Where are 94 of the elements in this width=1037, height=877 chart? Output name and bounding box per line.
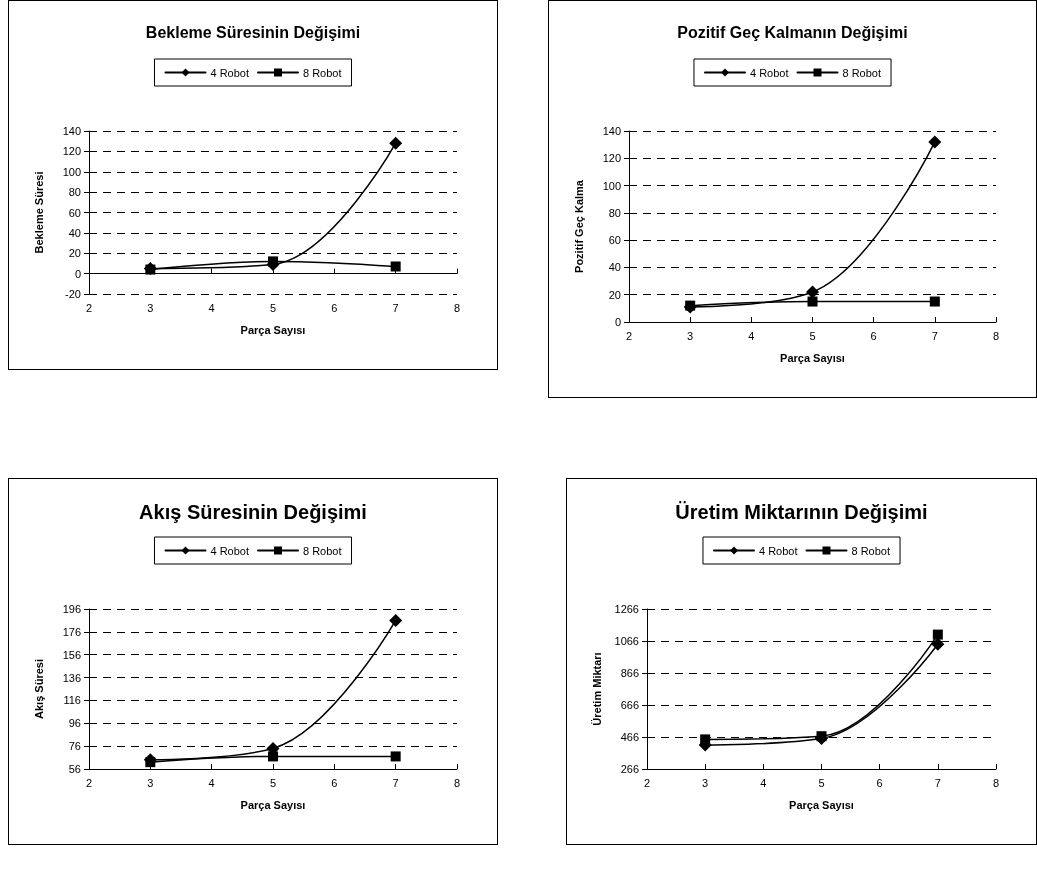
legend-label: 8 Robot: [303, 66, 342, 79]
x-tick-label: 8: [992, 776, 1000, 789]
x-tick-label: 2: [625, 329, 633, 342]
legend-label: 8 Robot: [842, 66, 882, 79]
point: [932, 629, 943, 640]
y-tick-label: 20: [608, 288, 621, 301]
y-tick-label: 120: [602, 152, 621, 165]
y-tick-label: 76: [68, 740, 81, 753]
x-tick-label: 4: [760, 776, 767, 789]
y-tick-label: 40: [608, 261, 621, 274]
point: [807, 296, 818, 307]
x-tick-label: 8: [453, 776, 461, 789]
y-tick-label: 60: [608, 234, 621, 247]
point: [928, 135, 942, 149]
y-tick-label: 40: [68, 226, 81, 239]
point: [390, 751, 401, 762]
chart-title: Akış Süresinin Değişimi: [139, 501, 367, 523]
x-tick-label: 4: [748, 329, 755, 342]
x-tick-label: 5: [269, 776, 277, 789]
x-tick-label: 5: [818, 776, 825, 789]
x-tick-label: 3: [147, 301, 154, 314]
legend-label: 4 Robot: [210, 544, 249, 557]
y-tick-label: 196: [62, 603, 81, 615]
x-tick-label: 6: [331, 776, 338, 789]
y-axis-title: Üretim Miktarı: [590, 652, 603, 726]
y-tick-label: 140: [62, 125, 81, 137]
y-tick-label: 80: [608, 206, 621, 219]
point: [806, 285, 819, 299]
y-tick-label: 100: [602, 179, 621, 192]
point: [268, 256, 278, 267]
y-tick-label: 116: [63, 694, 81, 707]
y-tick-label: 156: [62, 648, 81, 661]
x-tick-label: 7: [931, 329, 938, 342]
x-tick-label: 8: [992, 329, 1000, 342]
y-tick-label: 100: [62, 165, 81, 178]
y-tick-label: 20: [68, 247, 81, 260]
y-tick-label: 60: [68, 206, 81, 219]
y-axis-title: Akış Süresi: [32, 659, 45, 719]
x-tick-label: 7: [392, 301, 399, 314]
legend-label: 4 Robot: [758, 544, 798, 557]
y-tick-label: 140: [602, 125, 621, 137]
x-tick-label: 2: [643, 776, 651, 789]
x-tick-label: 8: [453, 301, 461, 314]
point: [389, 136, 403, 150]
point: [929, 296, 940, 307]
y-tick-label: 0: [614, 316, 621, 328]
y-axis-title: Bekleme Süresi: [32, 171, 45, 254]
x-tick-label: 3: [147, 776, 154, 789]
y-tick-label: 1066: [614, 635, 639, 647]
x-tick-label: 5: [809, 329, 816, 342]
legend-label: 8 Robot: [851, 544, 891, 557]
y-tick-label: 266: [620, 763, 639, 775]
chart-title: Pozitif Geç Kalmanın Değişimi: [677, 23, 908, 41]
y-tick-label: 0: [74, 267, 81, 280]
x-axis-title: Parça Sayısı: [240, 323, 306, 336]
chart-title: Bekleme Süresinin Değişimi: [145, 23, 361, 41]
x-tick-label: 7: [392, 776, 399, 789]
x-tick-label: 7: [934, 776, 941, 789]
point: [145, 757, 156, 768]
chart-title: Üretim Miktarının Değişimi: [675, 501, 928, 523]
y-tick-label: 136: [62, 671, 81, 684]
legend-label: 8 Robot: [303, 544, 342, 557]
x-tick-label: 4: [208, 776, 215, 789]
point: [931, 637, 945, 651]
y-tick-label: 96: [68, 717, 81, 730]
legend-label: 4 Robot: [749, 66, 789, 79]
point: [700, 734, 711, 745]
y-tick-label: 176: [62, 625, 81, 638]
y-tick-label: 120: [62, 145, 81, 158]
y-tick-label: 466: [620, 731, 639, 743]
point: [816, 731, 827, 742]
legend-label: 4 Robot: [210, 66, 249, 79]
y-tick-label: 1266: [614, 603, 639, 615]
x-axis-title: Parça Sayısı: [789, 798, 854, 811]
x-tick-label: 6: [870, 329, 877, 342]
x-tick-label: 5: [269, 301, 277, 314]
x-tick-label: 2: [85, 301, 93, 314]
point: [390, 261, 401, 272]
x-tick-label: 6: [876, 776, 883, 789]
y-tick-label: 80: [68, 186, 81, 199]
x-axis-title: Parça Sayısı: [780, 351, 845, 364]
x-tick-label: 3: [702, 776, 709, 789]
x-tick-label: 6: [331, 301, 338, 314]
y-axis-title: Pozitif Geç Kalma: [572, 179, 585, 273]
x-tick-label: 4: [208, 301, 215, 314]
y-tick-label: 56: [68, 763, 81, 775]
y-tick-label: 666: [620, 699, 639, 711]
y-tick-label: -20: [65, 288, 81, 300]
point: [389, 613, 403, 627]
y-tick-label: 866: [620, 667, 639, 679]
x-axis-title: Parça Sayısı: [240, 798, 306, 811]
x-tick-label: 3: [687, 329, 694, 342]
x-tick-label: 2: [85, 776, 93, 789]
point: [268, 751, 278, 762]
